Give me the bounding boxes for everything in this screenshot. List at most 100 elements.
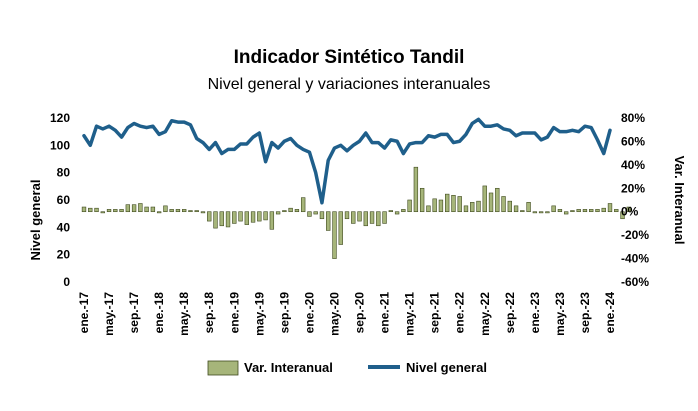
bar xyxy=(156,211,162,214)
chart-title: Indicador Sintético Tandil xyxy=(233,47,465,68)
bar xyxy=(520,210,525,213)
bar xyxy=(257,211,262,222)
legend: Var. Interanual Nivel general xyxy=(207,360,487,376)
bar xyxy=(94,207,99,213)
bar xyxy=(626,206,631,213)
bar xyxy=(463,205,469,213)
y-tick-right: -20% xyxy=(621,228,649,242)
y-tick-right: 0% xyxy=(621,205,639,219)
x-tick: may.-22 xyxy=(478,292,492,336)
y-axis-left: 0 20 40 60 80 100 120 xyxy=(50,111,70,289)
bar xyxy=(200,211,206,214)
bar xyxy=(357,211,362,222)
bar xyxy=(244,211,249,225)
bar xyxy=(100,211,105,214)
bar xyxy=(125,204,131,213)
chart-subtitle: Nivel general y variaciones interanuales xyxy=(207,76,491,93)
bar xyxy=(238,211,243,222)
bar xyxy=(163,205,168,213)
y-axis-right-label: Var. Interanual xyxy=(672,156,687,245)
bar xyxy=(344,211,350,220)
bar xyxy=(338,211,343,245)
y-tick-left: 20 xyxy=(57,248,71,262)
bar xyxy=(106,209,112,213)
bar xyxy=(419,187,425,213)
bar xyxy=(326,211,331,231)
bar xyxy=(150,206,156,213)
bar xyxy=(81,206,87,213)
bar xyxy=(413,166,419,213)
bar xyxy=(601,207,606,213)
bar xyxy=(507,200,512,213)
bar xyxy=(144,206,149,213)
bar xyxy=(382,211,387,224)
bar xyxy=(194,210,199,213)
bar xyxy=(288,207,293,213)
bar xyxy=(495,187,500,213)
bar xyxy=(582,209,588,213)
bar xyxy=(451,195,456,213)
y-tick-right: 80% xyxy=(621,111,645,125)
x-tick: may.-21 xyxy=(403,292,417,336)
bar xyxy=(401,209,406,213)
bar xyxy=(607,203,613,213)
bar xyxy=(88,207,93,213)
y-tick-left: 40 xyxy=(57,220,71,234)
bar xyxy=(313,211,318,215)
bar xyxy=(169,209,174,213)
bar xyxy=(595,209,600,213)
bar xyxy=(351,211,356,224)
bar xyxy=(438,199,444,213)
bar xyxy=(269,211,275,230)
x-tick: sep.-19 xyxy=(277,292,291,334)
bar xyxy=(376,211,381,227)
bar xyxy=(219,211,224,227)
y-axis-left-label: Nivel general xyxy=(28,180,43,261)
bar xyxy=(175,209,181,213)
bar xyxy=(557,209,563,213)
bar xyxy=(275,211,281,215)
x-tick: may.-18 xyxy=(177,292,191,336)
bar xyxy=(282,210,287,213)
y-tick-right: 40% xyxy=(621,158,645,172)
x-tick: sep.-23 xyxy=(578,292,592,334)
y-tick-left: 60 xyxy=(57,193,71,207)
legend-bar-swatch xyxy=(207,360,239,376)
bar xyxy=(307,211,312,217)
bar xyxy=(570,210,575,213)
bar xyxy=(319,211,325,220)
bar xyxy=(182,209,187,213)
bar xyxy=(232,211,237,224)
x-tick: ene.-21 xyxy=(378,292,392,334)
bar xyxy=(294,209,300,213)
bar xyxy=(432,198,437,213)
y-tick-left: 80 xyxy=(57,166,71,180)
bar xyxy=(263,211,268,221)
bar xyxy=(457,196,462,213)
y-tick-right: 20% xyxy=(621,181,645,195)
bar xyxy=(476,200,481,213)
x-tick: sep.-18 xyxy=(202,292,216,334)
x-tick: ene.-18 xyxy=(152,292,166,334)
x-tick: sep.-21 xyxy=(428,292,442,334)
line-series-nivel-general xyxy=(82,117,612,205)
x-tick: ene.-23 xyxy=(528,292,542,334)
bar xyxy=(538,211,544,214)
bar xyxy=(363,211,368,227)
bar xyxy=(407,199,412,213)
bar xyxy=(225,211,231,228)
bar xyxy=(532,211,538,214)
series-line xyxy=(82,117,612,205)
bar xyxy=(576,209,581,213)
bar xyxy=(138,203,143,213)
x-tick: ene.-24 xyxy=(603,292,617,334)
legend-bar-label: Var. Interanual xyxy=(244,360,333,375)
x-tick: sep.-17 xyxy=(127,292,141,334)
bar xyxy=(113,209,118,213)
bar xyxy=(426,205,431,213)
bar xyxy=(332,211,337,259)
bar xyxy=(369,211,375,224)
bar xyxy=(620,211,625,220)
bar xyxy=(207,211,212,222)
